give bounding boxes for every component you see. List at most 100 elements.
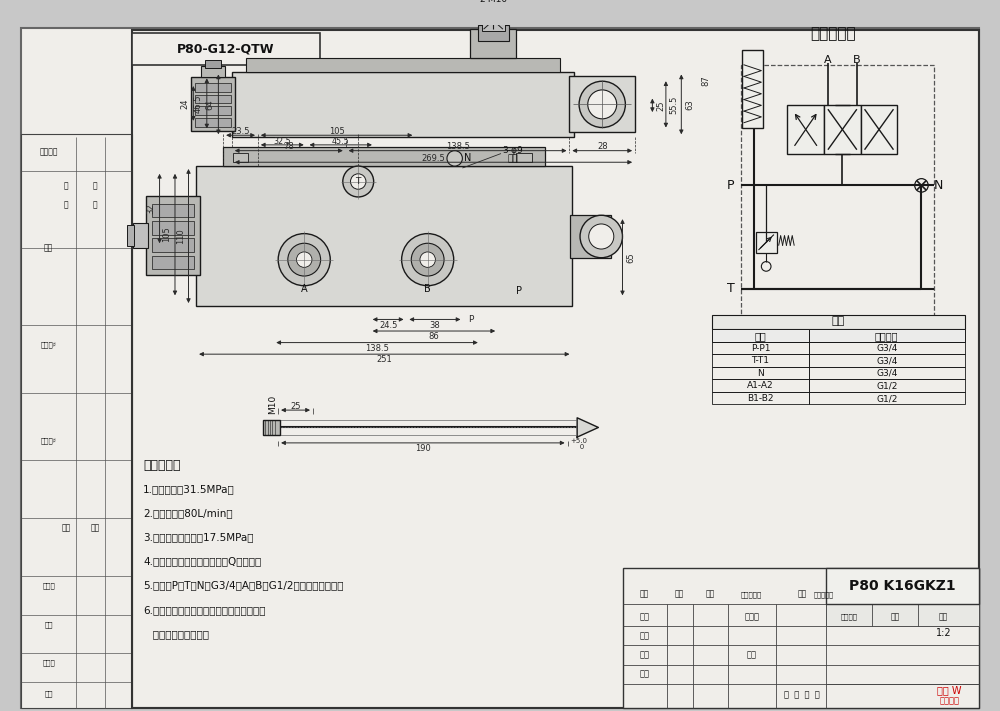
Bar bbox=[712, 354, 809, 367]
Bar bbox=[623, 568, 979, 708]
Circle shape bbox=[288, 243, 321, 276]
Text: 年、月、日: 年、月、日 bbox=[814, 591, 834, 598]
Text: 105: 105 bbox=[329, 127, 344, 136]
Text: 2.公称流量：80L/min；: 2.公称流量：80L/min； bbox=[143, 508, 233, 518]
Text: T: T bbox=[356, 177, 361, 186]
Bar bbox=[809, 392, 965, 405]
Text: 32: 32 bbox=[147, 203, 156, 214]
Text: 工艺: 工艺 bbox=[640, 670, 650, 679]
Bar bbox=[152, 238, 194, 252]
Text: 字: 字 bbox=[93, 181, 97, 190]
Text: 86: 86 bbox=[429, 332, 439, 341]
Text: B: B bbox=[424, 284, 431, 294]
Bar bbox=[516, 153, 532, 162]
Text: 24.5: 24.5 bbox=[379, 321, 397, 330]
Text: 技术要求：: 技术要求： bbox=[143, 459, 181, 471]
Text: 24: 24 bbox=[180, 98, 189, 109]
Bar bbox=[569, 76, 635, 132]
Bar bbox=[809, 329, 965, 341]
Text: 63: 63 bbox=[685, 99, 694, 109]
Text: 审核: 审核 bbox=[640, 651, 650, 660]
Bar bbox=[232, 72, 574, 137]
Bar bbox=[152, 221, 194, 235]
Text: P-P1: P-P1 bbox=[751, 344, 770, 353]
Text: 接口: 接口 bbox=[755, 331, 766, 341]
Text: 4.控制方式：手动控制，前满Q型阀杆；: 4.控制方式：手动控制，前满Q型阀杆； bbox=[143, 557, 261, 567]
Text: G3/4: G3/4 bbox=[876, 344, 897, 353]
Text: 3-φ9: 3-φ9 bbox=[502, 146, 523, 155]
Text: 25: 25 bbox=[290, 402, 301, 411]
Text: 更改文件号: 更改文件号 bbox=[741, 591, 762, 598]
Text: T-T1: T-T1 bbox=[751, 356, 769, 365]
Text: 日期: 日期 bbox=[90, 523, 100, 533]
Text: 32.5: 32.5 bbox=[273, 137, 291, 146]
Text: 批准: 批准 bbox=[747, 651, 757, 660]
Circle shape bbox=[343, 166, 374, 197]
Text: 1.公称压力：31.5MPa；: 1.公称压力：31.5MPa； bbox=[143, 484, 235, 494]
Text: 23.5: 23.5 bbox=[231, 127, 250, 136]
Bar bbox=[127, 225, 134, 246]
Bar bbox=[195, 95, 231, 103]
Circle shape bbox=[580, 215, 622, 257]
Text: 直图号♯: 直图号♯ bbox=[41, 341, 57, 348]
Bar bbox=[756, 232, 777, 253]
Text: P80 K16GKZ1: P80 K16GKZ1 bbox=[849, 579, 956, 593]
Text: 110: 110 bbox=[176, 228, 185, 244]
Text: 78: 78 bbox=[283, 142, 294, 151]
Bar bbox=[146, 196, 200, 275]
Text: 重量: 重量 bbox=[891, 612, 900, 621]
Bar bbox=[132, 33, 320, 65]
Text: 制图人: 制图人 bbox=[42, 582, 55, 589]
Bar bbox=[712, 329, 809, 341]
Bar bbox=[712, 315, 965, 329]
Text: 138.5: 138.5 bbox=[365, 344, 389, 353]
Text: B: B bbox=[853, 55, 861, 65]
Bar bbox=[787, 105, 824, 154]
Text: 28: 28 bbox=[597, 142, 608, 151]
Text: +5.0: +5.0 bbox=[571, 438, 588, 444]
Text: 审核人: 审核人 bbox=[42, 660, 55, 666]
Text: 标准化: 标准化 bbox=[744, 612, 759, 621]
Text: 25: 25 bbox=[656, 100, 665, 111]
Text: P80-G12-QTW: P80-G12-QTW bbox=[176, 43, 274, 56]
Bar bbox=[824, 105, 861, 154]
Text: 65: 65 bbox=[626, 252, 635, 262]
Text: 日: 日 bbox=[64, 201, 68, 209]
Text: N: N bbox=[757, 369, 764, 378]
Circle shape bbox=[420, 252, 435, 267]
Text: 269.5: 269.5 bbox=[422, 154, 445, 163]
Bar bbox=[741, 65, 934, 316]
Text: N: N bbox=[934, 179, 944, 192]
Bar bbox=[809, 379, 965, 392]
Text: 处数: 处数 bbox=[675, 590, 684, 599]
Text: P: P bbox=[516, 286, 522, 296]
Text: 螺纹规格: 螺纹规格 bbox=[875, 331, 898, 341]
Text: 支架后盖为铝本色。: 支架后盖为铝本色。 bbox=[143, 629, 209, 639]
Bar bbox=[712, 341, 809, 354]
Text: 转为图美: 转为图美 bbox=[939, 697, 959, 706]
Text: 签: 签 bbox=[64, 181, 68, 190]
Text: 5.油口：P、T、N为G3/4；A、B为G1/2；均为平面密封；: 5.油口：P、T、N为G3/4；A、B为G1/2；均为平面密封； bbox=[143, 581, 344, 591]
Text: 6.阀体表面磷化处理，安全阀及螺堵镀锌，: 6.阀体表面磷化处理，安全阀及螺堵镀锌， bbox=[143, 605, 266, 615]
Text: G1/2: G1/2 bbox=[876, 382, 897, 390]
Text: 液压原理图: 液压原理图 bbox=[810, 26, 856, 41]
Text: 1:2: 1:2 bbox=[936, 628, 951, 638]
Bar bbox=[861, 105, 897, 154]
Text: P: P bbox=[468, 315, 474, 324]
Bar bbox=[195, 107, 231, 115]
Circle shape bbox=[411, 243, 444, 276]
Bar bbox=[201, 66, 225, 77]
Bar bbox=[712, 379, 809, 392]
Text: 55.5: 55.5 bbox=[670, 95, 679, 114]
Text: 阶段标记: 阶段标记 bbox=[841, 613, 858, 620]
Bar bbox=[195, 118, 231, 127]
Bar bbox=[191, 77, 235, 132]
Bar bbox=[482, 12, 505, 31]
Text: G3/4: G3/4 bbox=[876, 356, 897, 365]
Text: 87: 87 bbox=[702, 75, 711, 85]
Bar bbox=[742, 50, 763, 127]
Text: 修改记录: 修改记录 bbox=[39, 147, 58, 156]
Circle shape bbox=[402, 234, 454, 286]
Text: M10: M10 bbox=[268, 395, 277, 414]
Bar bbox=[152, 256, 194, 269]
